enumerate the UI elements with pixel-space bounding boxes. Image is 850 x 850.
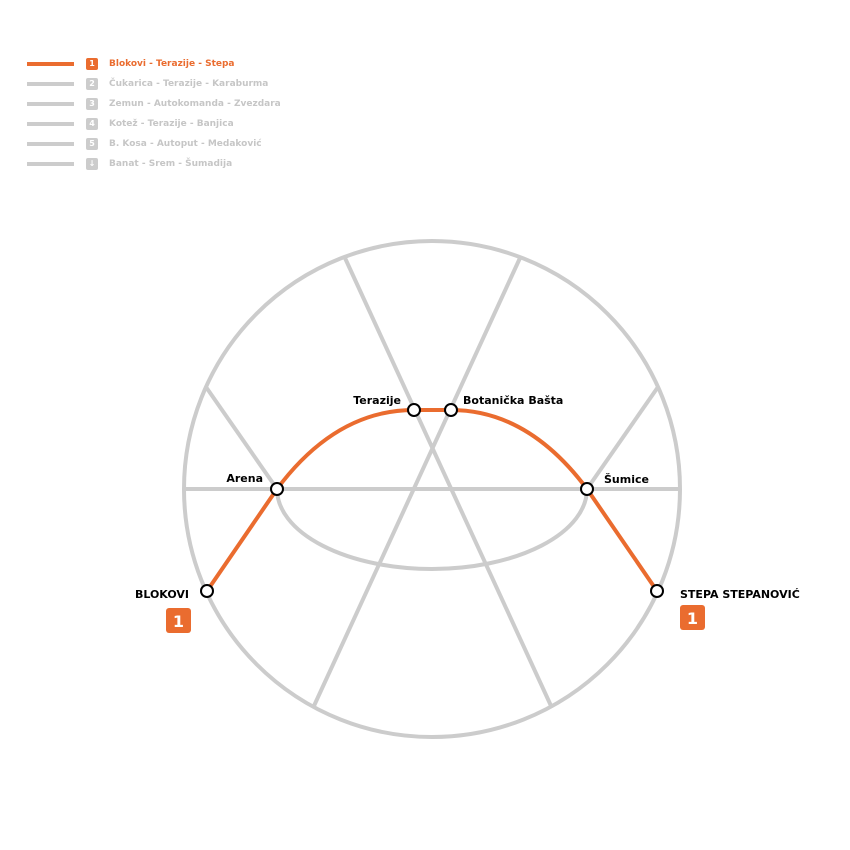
line-1-label: Blokovi - Terazije - Stepa <box>109 59 235 69</box>
terminal-badge-blokovi-number: 1 <box>173 612 184 631</box>
line-4-swatch <box>27 122 74 126</box>
terminal-badge-stepa <box>680 605 705 630</box>
legend-item-line-1[interactable]: 1 Blokovi - Terazije - Stepa <box>27 54 287 74</box>
line-4-badge: 4 <box>86 118 98 130</box>
left-upper-track <box>204 385 279 491</box>
station-blokovi[interactable] <box>200 584 214 598</box>
station-botanicka-basta[interactable] <box>444 403 458 417</box>
line-4-label: Kotež - Terazije - Banjica <box>109 119 234 129</box>
terminal-badge-blokovi <box>166 608 191 633</box>
station-arena[interactable] <box>270 482 284 496</box>
line-2-label: Čukarica - Terazije - Karaburma <box>109 79 269 89</box>
station-label-botanicka-basta: Botanička Bašta <box>463 394 563 407</box>
legend-item-line-5[interactable]: 5 B. Kosa - Autoput - Medaković <box>27 134 287 154</box>
station-label-terazije: Terazije <box>353 394 401 407</box>
line-6-swatch <box>27 162 74 166</box>
line-1-swatch <box>27 62 74 66</box>
line-3-label: Zemun - Autokomanda - Zvezdara <box>109 99 281 109</box>
legend-item-line-4[interactable]: 4 Kotež - Terazije - Banjica <box>27 114 287 134</box>
right-upper-track <box>585 385 660 491</box>
line-6-label: Banat - Srem - Šumadija <box>109 159 233 169</box>
legend-item-line-2[interactable]: 2 Čukarica - Terazije - Karaburma <box>27 74 287 94</box>
station-label-stepa-stepanovic: STEPA STEPANOVIĆ <box>680 588 800 601</box>
line-1-badge: 1 <box>86 58 98 70</box>
legend-item-line-3[interactable]: 3 Zemun - Autokomanda - Zvezdara <box>27 94 287 114</box>
line-5-swatch <box>27 142 74 146</box>
station-label-sumice: Šumice <box>604 473 649 486</box>
line-2-badge: 2 <box>86 78 98 90</box>
line-6-badge: ↓ <box>86 158 98 170</box>
diagonal-track-b <box>311 257 522 709</box>
line-2-swatch <box>27 82 74 86</box>
station-label-arena: Arena <box>226 472 263 485</box>
line-3-badge: 3 <box>86 98 98 110</box>
station-stepa-stepanovic[interactable] <box>650 584 664 598</box>
line-3-swatch <box>27 102 74 106</box>
line-5-label: B. Kosa - Autoput - Medaković <box>109 139 262 149</box>
diagonal-track-a <box>343 257 554 709</box>
line-1-route[interactable] <box>205 408 659 593</box>
station-sumice[interactable] <box>580 482 594 496</box>
station-terazije[interactable] <box>407 403 421 417</box>
line-legend: 1 Blokovi - Terazije - Stepa 2 Čukarica … <box>27 54 287 174</box>
station-label-blokovi: BLOKOVI <box>135 588 189 601</box>
terminal-badge-stepa-number: 1 <box>687 609 698 628</box>
inner-ring-track <box>275 488 589 571</box>
legend-item-line-6[interactable]: ↓ Banat - Srem - Šumadija <box>27 154 287 174</box>
line-5-badge: 5 <box>86 138 98 150</box>
